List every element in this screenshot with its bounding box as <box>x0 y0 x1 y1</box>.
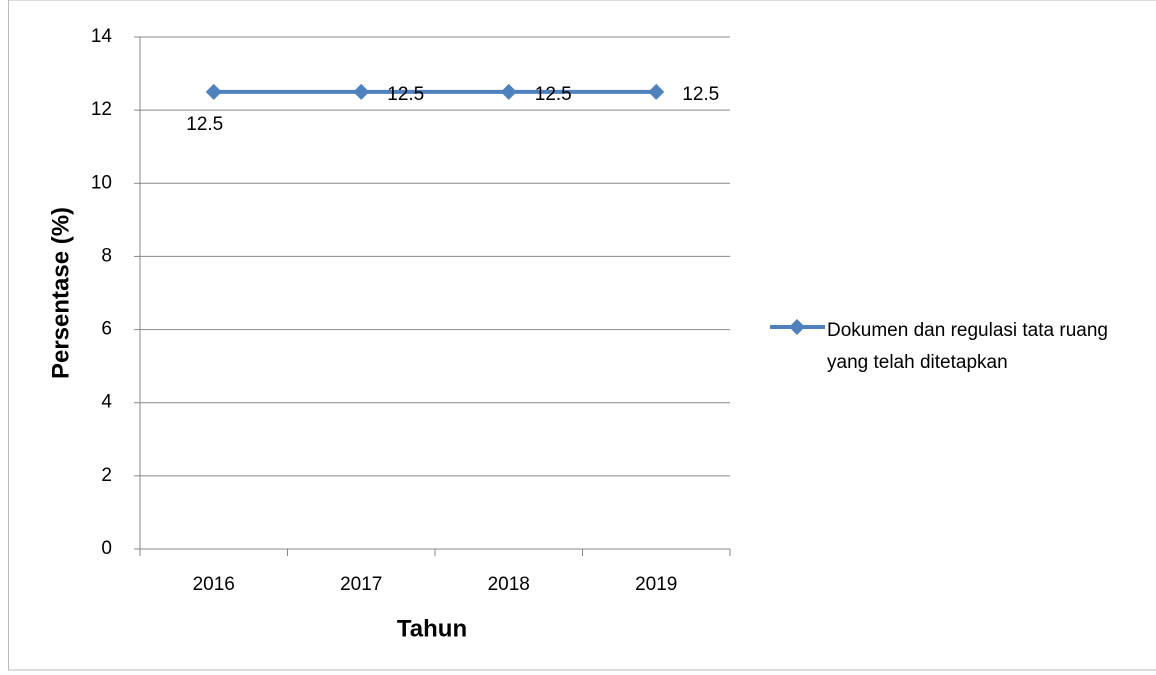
y-tick-label: 10 <box>91 172 112 193</box>
marker <box>205 83 222 100</box>
y-tick-label: 2 <box>101 465 112 486</box>
marker <box>500 83 517 100</box>
x-tick-label: 2016 <box>193 574 235 595</box>
data-label: 12.5 <box>535 84 572 105</box>
y-tick-label: 14 <box>91 26 113 47</box>
y-tick-label: 0 <box>101 538 112 559</box>
data-label: 12.5 <box>682 84 719 105</box>
x-axis-title: Tahun <box>397 615 467 642</box>
legend-label: Dokumen dan regulasi tata ruang yang tel… <box>827 320 1108 373</box>
y-tick-label: 4 <box>101 392 112 413</box>
x-tick-label: 2018 <box>488 574 530 595</box>
x-tick-label: 2017 <box>340 574 382 595</box>
y-tick-label: 6 <box>101 319 112 340</box>
chart-border <box>8 0 1156 671</box>
legend-marker <box>789 319 805 335</box>
data-label: 12.5 <box>387 84 424 105</box>
y-axis-title: Persentase (%) <box>47 207 74 379</box>
y-tick-label: 8 <box>101 245 112 266</box>
marker <box>353 83 370 100</box>
x-tick-label: 2019 <box>635 574 677 595</box>
data-label: 12.5 <box>186 114 223 135</box>
y-tick-label: 12 <box>91 99 112 120</box>
marker <box>648 83 665 100</box>
